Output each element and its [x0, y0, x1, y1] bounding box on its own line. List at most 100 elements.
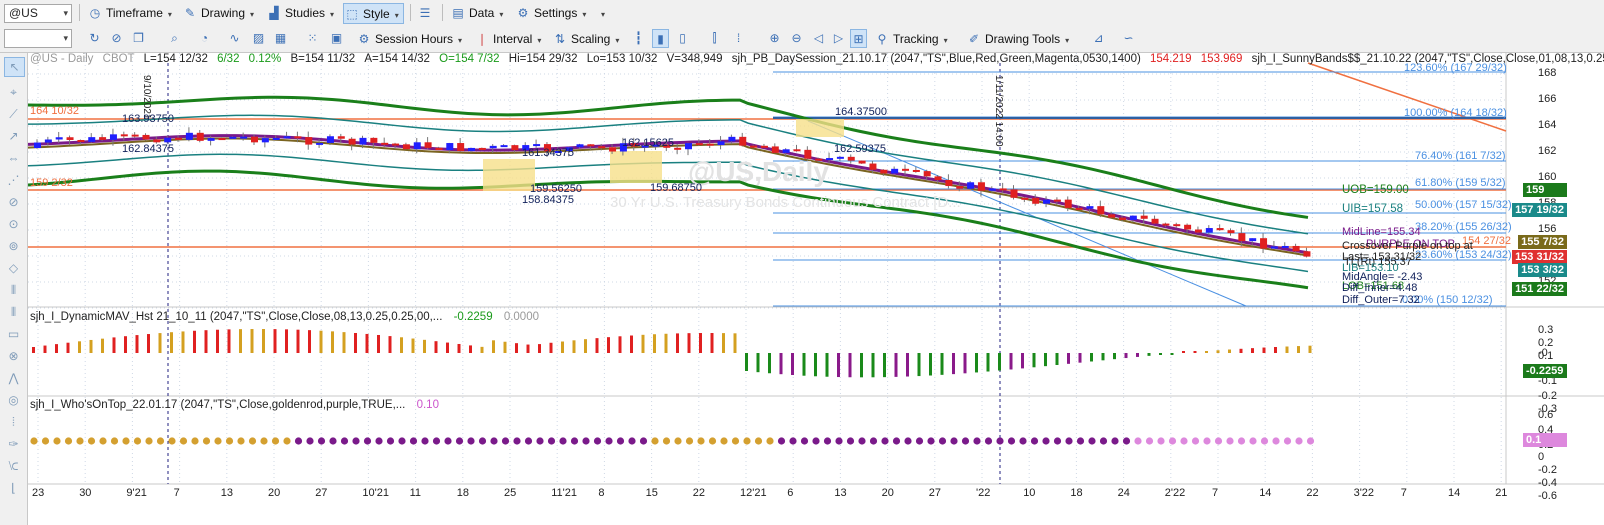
drawing-tools-button[interactable]: ✐ Drawing Tools ▾ [966, 29, 1069, 50]
mav-histogram-bar [147, 334, 150, 353]
candle-body [435, 147, 443, 151]
mav-histogram-bar [457, 343, 461, 353]
whosontop-dot [628, 437, 636, 445]
chevron-down-icon[interactable]: ▾ [63, 33, 68, 43]
spiral-tool-icon[interactable]: ◎ [8, 393, 19, 407]
ellipse-tool-icon[interactable]: ◇ [8, 261, 19, 275]
rectangle-tool-icon[interactable]: ▭ [7, 327, 20, 341]
mav-histogram-bar [216, 329, 219, 353]
candle-body [261, 138, 269, 143]
add-chart-icon[interactable]: ⊿ [1093, 31, 1104, 45]
cycle-tool-icon[interactable]: ⫴ [10, 305, 17, 319]
candle-body [847, 156, 855, 161]
zigzag-tool-icon[interactable]: ⋀ [8, 371, 19, 385]
session-hours-button[interactable]: ⚙ Session Hours ▾ [356, 29, 462, 50]
annotation-9: 162.59375 [834, 143, 886, 155]
crosshair-grid-icon[interactable]: ⊞ [850, 29, 867, 48]
horizontal-line-tool-icon[interactable]: ⇔ [7, 151, 20, 165]
study-session[interactable]: sjh_PB_DaySession_21.10.17 (2047,"TS",Bl… [731, 53, 1141, 65]
brush-tool-icon[interactable]: ✑ [8, 437, 19, 451]
interval-button[interactable]: ❘ Interval ▾ [474, 29, 541, 50]
candle-style-icon[interactable]: ┇ [634, 31, 643, 45]
scaling-button[interactable]: ⇅ Scaling ▾ [552, 29, 619, 50]
volume-icon[interactable]: ⁞ [736, 31, 741, 45]
candle-body [1053, 199, 1061, 202]
link-icon[interactable]: ⊘ [111, 31, 122, 45]
table-icon[interactable]: ▣ [330, 31, 343, 45]
mav-axis-zero: -0 [1538, 347, 1548, 359]
wave-icon[interactable]: ∿ [229, 31, 240, 45]
who-axis-tick: 0 [1538, 451, 1545, 463]
fib-tool-icon[interactable]: ⋰ [7, 173, 20, 187]
scroll-right-icon[interactable]: ▷ [833, 31, 844, 45]
settings-button[interactable]: ⚙ Settings ▾ [515, 3, 587, 24]
copy-icon[interactable]: ❐ [133, 31, 144, 45]
zoom-in-icon[interactable]: ⊕ [769, 31, 780, 45]
chart-area[interactable]: @US - Daily CBOT L=154 12/32 6/32 0.12% … [28, 53, 1604, 525]
pointer-tool-icon[interactable]: ↖ [4, 57, 25, 77]
whosontop-dot [1214, 437, 1223, 445]
chart-canvas[interactable] [28, 53, 1604, 525]
trendline-label: TL(Rt) 155.37 [1344, 256, 1412, 268]
candle-body [294, 136, 302, 139]
drawing-button[interactable]: ✎ Drawing ▾ [182, 3, 254, 24]
whosontop-dot [1295, 437, 1303, 445]
crosshair-tool-icon[interactable]: ⌖ [10, 85, 17, 99]
arrow-tool-icon[interactable]: ↗ [8, 129, 19, 143]
tracking-button[interactable]: ⚲ Tracking ▾ [874, 29, 948, 50]
text-tool-icon[interactable]: ⊚ [8, 239, 19, 253]
candle-body [945, 179, 953, 187]
who-axis-tick: -0.2 [1538, 464, 1557, 476]
toolbar-overflow-button[interactable]: ▾ [596, 3, 605, 24]
bar-style-icon[interactable]: ▮ [652, 29, 669, 48]
study-sunnybands[interactable]: sjh_I_SunnyBands$$_21.10.22 (2047,"TS",C… [1251, 53, 1604, 65]
trendline-tool-icon[interactable]: ⟋ [9, 107, 18, 121]
image-icon[interactable]: ▨ [252, 31, 265, 45]
scaling-icon: ⇅ [554, 32, 566, 46]
zoom-out-icon[interactable]: ⊖ [791, 31, 802, 45]
whosontop-dot [1007, 437, 1016, 445]
grid-icon[interactable]: ▦ [274, 31, 287, 45]
candle-body [956, 186, 964, 189]
zoom-icon[interactable]: ⌕ [171, 31, 178, 45]
symbol-input[interactable]: @US ▾ [4, 4, 72, 23]
bracket-tool-icon[interactable]: ⌊ [11, 481, 16, 495]
candle-body [826, 158, 834, 161]
whosontop-dot [513, 437, 521, 445]
mav-histogram-bar [549, 342, 553, 353]
chevron-down-icon: ▾ [582, 10, 587, 19]
timeframe-button[interactable]: ◷ Timeframe ▾ [87, 3, 172, 24]
price-tick: 168 [1538, 67, 1557, 79]
channel-tool-icon[interactable]: ⊘ [8, 195, 19, 209]
studies-button[interactable]: ▟ Studies ▾ [266, 3, 334, 24]
style-button[interactable]: ⬚ Style ▾ [343, 3, 404, 24]
indicator-dynamicmav-title[interactable]: sjh_I_DynamicMAV_Hst 21_10_11 (2047,"TS"… [30, 311, 443, 323]
speedline-tool-icon[interactable]: ⟈ [8, 459, 19, 473]
layout-button[interactable]: ☰ [417, 3, 436, 24]
gauge-icon[interactable]: ◔ [200, 31, 209, 45]
chevron-down-icon: ▾ [615, 36, 620, 45]
chart-tool-icon[interactable]: ⦙ [12, 415, 15, 429]
gann-tool-icon[interactable]: ⊗ [8, 349, 19, 363]
whosontop-dot [570, 437, 579, 445]
analysis-icon[interactable]: ∽ [1123, 31, 1134, 45]
mav-histogram-bar [883, 353, 886, 378]
refresh-icon[interactable]: ↻ [89, 31, 100, 45]
vertical-lines-tool-icon[interactable]: ⦀ [10, 283, 17, 297]
interval-combo[interactable]: ▾ [4, 29, 72, 48]
mav-histogram-bar [653, 334, 656, 353]
candlestick-icon[interactable]: ▯ [679, 31, 686, 45]
pitchfork-tool-icon[interactable]: ⊙ [8, 217, 19, 231]
chevron-down-icon[interactable]: ▾ [63, 8, 68, 18]
spread-icon[interactable]: ⫿ [712, 31, 717, 45]
annotation-3: 161.34375 [522, 147, 574, 159]
whosontop-dot [674, 437, 682, 445]
data-button[interactable]: ▤ Data ▾ [450, 3, 503, 24]
fib-label-500: 50.00% (157 15/32) [1415, 199, 1512, 211]
indicator-whosontop-title[interactable]: sjh_I_Who'sOnTop_22.01.17 (2047,"TS",Clo… [30, 399, 406, 411]
mav-histogram-bar [1021, 353, 1024, 369]
whosontop-dot [892, 437, 901, 445]
objects-icon[interactable]: ⁙ [307, 31, 318, 45]
mav-histogram-bar [1285, 346, 1289, 353]
scroll-left-icon[interactable]: ◁ [813, 31, 824, 45]
